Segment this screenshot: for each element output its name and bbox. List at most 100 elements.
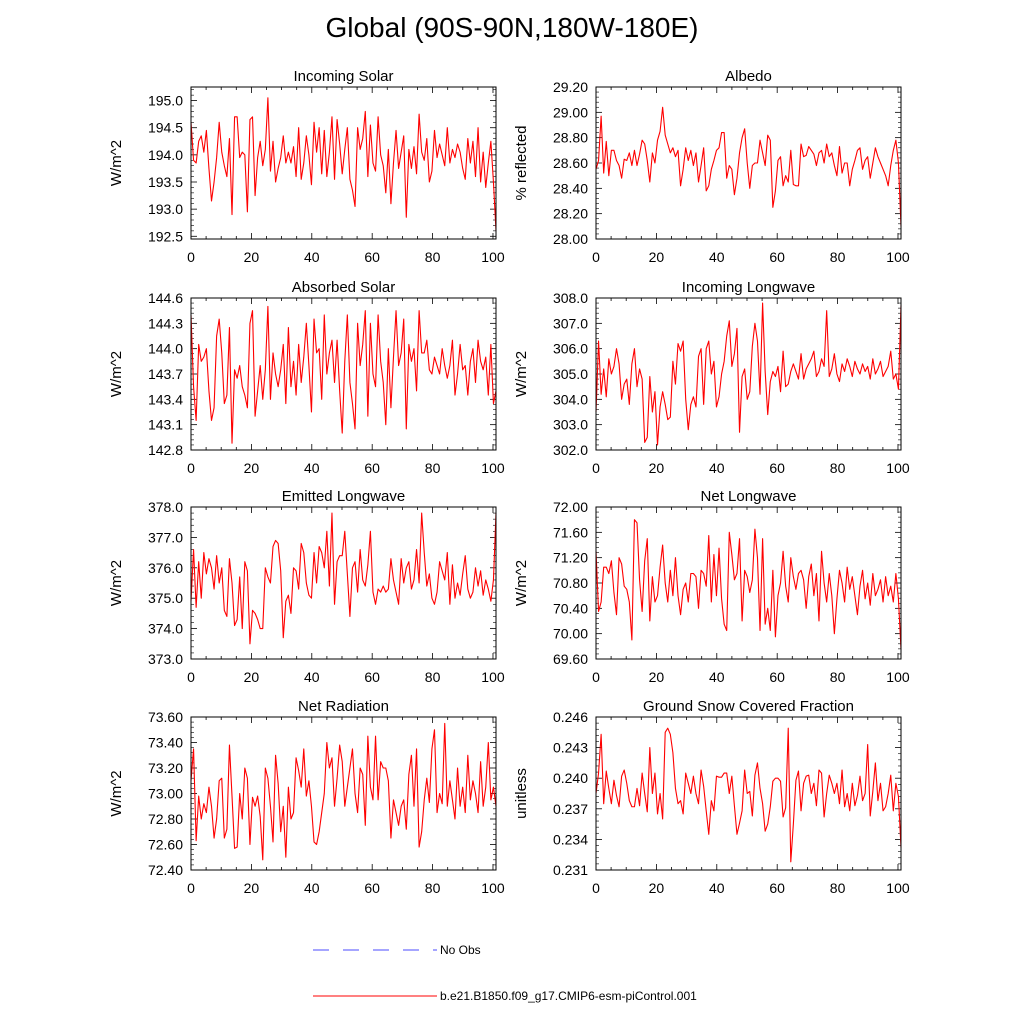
panel-emitted-longwave: Emitted Longwave W/m^2 0 20 40 60 80 100 373.0 37… bbox=[108, 488, 505, 685]
y-axis-label: W/m^2 bbox=[108, 140, 125, 186]
x-tick-label: 60 bbox=[364, 249, 380, 265]
x-tick-label: 80 bbox=[830, 880, 846, 896]
y-tick-label: 305.0 bbox=[553, 366, 588, 382]
y-tick-label: 195.0 bbox=[148, 93, 183, 109]
y-tick-label: 192.5 bbox=[148, 228, 183, 244]
x-tick-label: 20 bbox=[649, 880, 665, 896]
x-tick-label: 40 bbox=[304, 669, 320, 685]
x-tick-label: 20 bbox=[244, 880, 260, 896]
plot-frame bbox=[595, 506, 902, 660]
y-tick-label: 73.00 bbox=[148, 786, 183, 802]
y-tick-label: 29.20 bbox=[553, 79, 588, 95]
x-tick-label: 60 bbox=[769, 669, 785, 685]
x-tick-label: 80 bbox=[830, 669, 846, 685]
y-tick-label: 71.60 bbox=[553, 524, 588, 540]
y-axis-label: W/m^2 bbox=[513, 560, 530, 606]
y-tick-label: 72.60 bbox=[148, 837, 183, 853]
panel-net-radiation: Net Radiation W/m^2 0 20 40 60 80 100 72.40 72.60… bbox=[108, 698, 505, 896]
y-tick-label: 73.60 bbox=[148, 709, 183, 725]
x-tick-label: 40 bbox=[304, 880, 320, 896]
y-tick-label: 0.237 bbox=[553, 801, 588, 817]
series-line bbox=[595, 106, 902, 227]
y-tick-label: 376.0 bbox=[148, 560, 183, 576]
y-tick-label: 0.231 bbox=[553, 862, 588, 878]
y-tick-label: 28.40 bbox=[553, 180, 588, 196]
y-tick-label: 72.80 bbox=[148, 811, 183, 827]
x-tick-label: 100 bbox=[481, 880, 505, 896]
x-tick-label: 40 bbox=[709, 460, 725, 476]
x-tick-label: 60 bbox=[364, 669, 380, 685]
y-tick-label: 375.0 bbox=[148, 590, 183, 606]
legend: No Obs b.e21.B1850.f09_g17.CMIP6-esm-piCo… bbox=[313, 943, 697, 1003]
y-tick-label: 303.0 bbox=[553, 417, 588, 433]
y-tick-label: 373.0 bbox=[148, 651, 183, 667]
panel-title: Net Longwave bbox=[701, 488, 797, 505]
y-axis-label: unitless bbox=[513, 768, 530, 819]
plot-frame bbox=[190, 716, 497, 871]
x-tick-label: 40 bbox=[304, 460, 320, 476]
x-tick-label: 40 bbox=[709, 249, 725, 265]
x-tick-label: 40 bbox=[709, 880, 725, 896]
series-line bbox=[190, 305, 497, 444]
series-line bbox=[595, 519, 902, 650]
figure-title: Global (90S-90N,180W-180E) bbox=[325, 12, 699, 43]
series-line bbox=[190, 97, 497, 231]
x-tick-label: 100 bbox=[481, 669, 505, 685]
y-tick-label: 143.1 bbox=[148, 417, 183, 433]
y-tick-label: 307.0 bbox=[553, 315, 588, 331]
y-tick-label: 306.0 bbox=[553, 341, 588, 357]
x-tick-label: 60 bbox=[769, 460, 785, 476]
plot-frame bbox=[190, 86, 497, 240]
x-tick-label: 100 bbox=[481, 249, 505, 265]
y-tick-label: 304.0 bbox=[553, 391, 588, 407]
x-tick-label: 0 bbox=[187, 249, 195, 265]
x-tick-label: 100 bbox=[886, 669, 910, 685]
series-line bbox=[595, 727, 902, 863]
panel-title: Incoming Longwave bbox=[682, 279, 815, 296]
panel-absorbed-solar: Absorbed Solar W/m^2 0 20 40 60 80 100 142.8 143.… bbox=[108, 279, 505, 476]
y-tick-label: 194.5 bbox=[148, 120, 183, 136]
x-tick-label: 80 bbox=[830, 460, 846, 476]
x-tick-label: 100 bbox=[886, 880, 910, 896]
y-tick-label: 142.8 bbox=[148, 442, 183, 458]
panel-incoming-solar: Incoming Solar W/m^2 0 20 40 60 80 100 192.5 193.… bbox=[108, 68, 505, 265]
y-tick-label: 29.00 bbox=[553, 104, 588, 120]
x-tick-label: 0 bbox=[187, 460, 195, 476]
x-tick-label: 60 bbox=[769, 880, 785, 896]
x-tick-label: 0 bbox=[592, 669, 600, 685]
x-tick-label: 80 bbox=[425, 669, 441, 685]
y-tick-label: 144.0 bbox=[148, 341, 183, 357]
x-tick-label: 40 bbox=[304, 249, 320, 265]
x-tick-label: 100 bbox=[886, 249, 910, 265]
x-tick-label: 60 bbox=[364, 880, 380, 896]
x-tick-label: 20 bbox=[244, 669, 260, 685]
y-tick-label: 194.0 bbox=[148, 147, 183, 163]
y-tick-label: 308.0 bbox=[553, 290, 588, 306]
x-tick-label: 0 bbox=[592, 249, 600, 265]
y-tick-label: 72.40 bbox=[148, 862, 183, 878]
x-tick-label: 60 bbox=[769, 249, 785, 265]
y-tick-label: 73.20 bbox=[148, 760, 183, 776]
y-tick-label: 378.0 bbox=[148, 499, 183, 515]
x-tick-label: 40 bbox=[709, 669, 725, 685]
y-axis-label: % reflected bbox=[513, 125, 530, 200]
y-tick-label: 72.00 bbox=[553, 499, 588, 515]
x-tick-label: 80 bbox=[425, 460, 441, 476]
y-tick-label: 143.4 bbox=[148, 391, 183, 407]
x-tick-label: 0 bbox=[187, 669, 195, 685]
series-line bbox=[595, 302, 902, 446]
x-tick-label: 0 bbox=[187, 880, 195, 896]
x-tick-label: 20 bbox=[649, 669, 665, 685]
y-tick-label: 0.240 bbox=[553, 770, 588, 786]
panel-title: Albedo bbox=[725, 68, 772, 85]
panel-net-longwave: Net Longwave W/m^2 0 20 40 60 80 100 69.60 70.00 7… bbox=[513, 488, 910, 685]
x-tick-label: 20 bbox=[649, 249, 665, 265]
x-tick-label: 80 bbox=[830, 249, 846, 265]
legend-label: No Obs bbox=[440, 943, 481, 957]
plot-frame bbox=[595, 716, 902, 871]
x-tick-label: 100 bbox=[886, 460, 910, 476]
panel-title: Ground Snow Covered Fraction bbox=[643, 698, 854, 715]
x-tick-label: 60 bbox=[364, 460, 380, 476]
series-line bbox=[190, 512, 497, 645]
